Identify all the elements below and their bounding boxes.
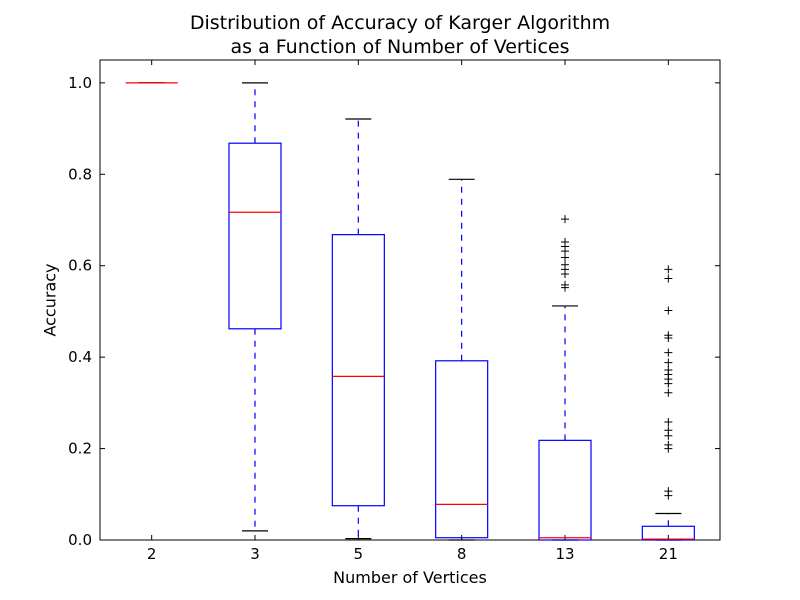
outlier-point	[664, 265, 673, 274]
x-tick-label: 5	[354, 545, 364, 563]
axes-frame	[99, 59, 721, 541]
outlier-point	[664, 331, 673, 340]
chart-title-line-2: as a Function of Number of Vertices	[230, 36, 570, 58]
box-iqr	[435, 360, 489, 539]
outlier-point	[664, 365, 673, 374]
outlier-point	[664, 487, 673, 496]
x-tick-label: 2	[147, 545, 157, 563]
outlier-point	[664, 426, 673, 435]
box-iqr	[641, 525, 695, 541]
outlier-point	[561, 215, 569, 224]
outlier-point	[664, 306, 673, 315]
outlier-point	[664, 348, 673, 357]
box-iqr	[228, 142, 282, 330]
x-tick-label: 3	[250, 545, 260, 563]
x-tick-label: 8	[457, 545, 467, 563]
y-tick-label: 0.2	[68, 440, 92, 458]
box-iqr	[538, 439, 592, 541]
outlier-point	[561, 260, 569, 269]
outlier-point	[664, 418, 673, 427]
y-tick-label: 1.0	[68, 74, 92, 92]
outlier-point	[664, 440, 673, 449]
x-tick-label: 21	[659, 545, 678, 563]
y-tick-label: 0.0	[68, 531, 92, 549]
y-tick-label: 0.8	[68, 165, 92, 183]
y-tick-label: 0.4	[68, 348, 92, 366]
outlier-point	[561, 280, 569, 289]
x-axis-label: Number of Vertices	[333, 568, 487, 587]
y-tick-label: 0.6	[68, 257, 92, 275]
outlier-point	[664, 274, 673, 283]
outlier-point	[664, 388, 673, 397]
outlier-point	[664, 358, 673, 367]
box-iqr	[331, 234, 385, 507]
x-tick-label: 13	[555, 545, 574, 563]
chart-title-line-1: Distribution of Accuracy of Karger Algor…	[189, 12, 611, 34]
y-axis-label: Accuracy	[40, 263, 60, 337]
outlier-point	[561, 237, 569, 246]
